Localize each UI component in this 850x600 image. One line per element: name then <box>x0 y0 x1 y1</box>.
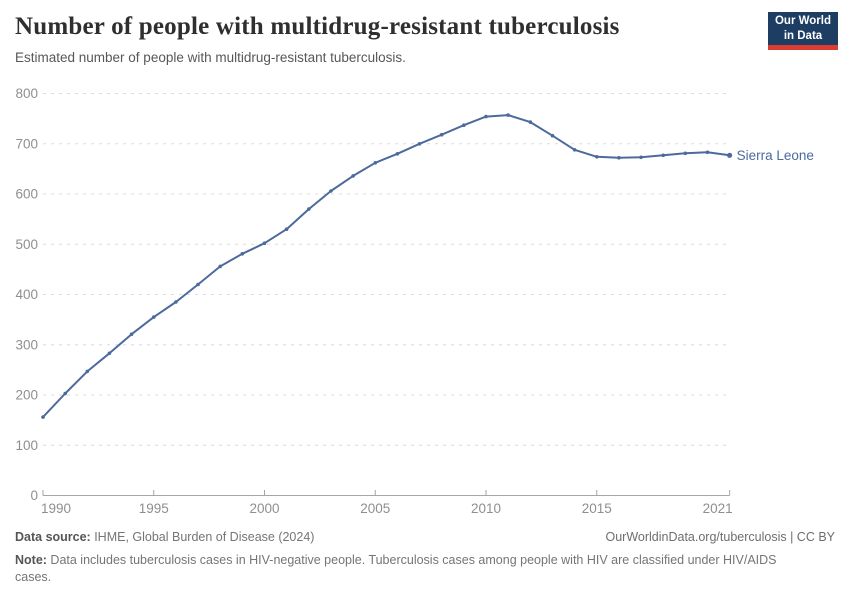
data-point[interactable] <box>417 142 422 146</box>
y-tick-label: 700 <box>15 136 38 151</box>
data-point[interactable] <box>63 391 67 396</box>
line-chart[interactable]: 0 100 200 300 400 500 600 700 800 1990 1995 2000 200… <box>0 80 850 520</box>
y-tick-label: 800 <box>15 86 38 101</box>
data-point[interactable] <box>240 252 245 256</box>
data-point[interactable] <box>329 189 333 193</box>
data-point[interactable] <box>129 332 134 336</box>
y-tick-label: 0 <box>30 488 38 503</box>
data-point[interactable] <box>284 227 289 231</box>
chart-footer: Data source: IHME, Global Burden of Dise… <box>15 529 835 585</box>
note-text: Data includes tuberculosis cases in HIV-… <box>15 553 777 584</box>
data-point[interactable] <box>705 150 710 155</box>
x-tick-label: 1995 <box>139 501 169 516</box>
data-point[interactable] <box>595 155 599 159</box>
data-source-label: Data source: <box>15 530 91 544</box>
data-point[interactable] <box>639 155 643 160</box>
x-tick-label: 2021 <box>703 501 733 516</box>
page-title: Number of people with multidrug-resistan… <box>15 13 620 40</box>
data-point[interactable] <box>174 300 178 304</box>
data-point[interactable] <box>262 241 267 245</box>
data-point[interactable] <box>373 161 378 165</box>
note-label: Note: <box>15 553 47 568</box>
data-point[interactable] <box>528 120 533 124</box>
series-label[interactable]: Sierra Leone <box>737 148 814 163</box>
data-source: Data source: IHME, Global Burden of Dise… <box>15 529 314 545</box>
x-tick-label: 2005 <box>360 501 390 516</box>
data-point[interactable] <box>41 415 45 419</box>
data-point[interactable] <box>727 152 733 158</box>
x-tick-label: 2010 <box>471 501 501 516</box>
x-tick-label: 1990 <box>41 501 71 516</box>
owid-logo-line1: Our World <box>774 15 831 28</box>
owid-logo-line2: in Data <box>783 29 823 42</box>
data-line-sierra-leone[interactable] <box>42 114 731 419</box>
y-tick-label: 500 <box>15 237 38 252</box>
data-point[interactable] <box>661 153 665 158</box>
y-tick-label: 100 <box>15 438 38 453</box>
data-point[interactable] <box>462 123 466 127</box>
data-point[interactable] <box>506 113 510 117</box>
y-tick-label: 200 <box>15 388 38 403</box>
y-tick-label: 600 <box>15 187 38 202</box>
license-link[interactable]: OurWorldinData.org/tuberculosis | CC BY <box>605 530 836 544</box>
data-point[interactable] <box>395 152 400 156</box>
data-point[interactable] <box>439 132 444 137</box>
data-point[interactable] <box>107 351 112 356</box>
data-source-text: IHME, Global Burden of Disease (2024) <box>90 530 315 544</box>
owid-logo[interactable]: Our World in Data <box>768 12 838 50</box>
data-point[interactable] <box>550 133 555 138</box>
data-point[interactable] <box>351 174 355 178</box>
x-tick-label: 2015 <box>582 501 612 516</box>
data-point[interactable] <box>572 148 577 152</box>
data-point[interactable] <box>152 315 156 319</box>
data-point[interactable] <box>307 207 311 211</box>
data-point[interactable] <box>218 264 222 269</box>
data-point[interactable] <box>617 156 621 160</box>
x-tick-label: 2000 <box>249 501 279 516</box>
y-tick-label: 300 <box>15 337 38 352</box>
data-point[interactable] <box>484 114 488 119</box>
y-tick-label: 400 <box>15 287 38 302</box>
data-point[interactable] <box>85 369 90 374</box>
data-point[interactable] <box>196 282 200 287</box>
chart-note: Note: Data includes tuberculosis cases i… <box>15 552 815 585</box>
chart-subtitle: Estimated number of people with multidru… <box>15 50 406 65</box>
data-point[interactable] <box>683 151 688 156</box>
